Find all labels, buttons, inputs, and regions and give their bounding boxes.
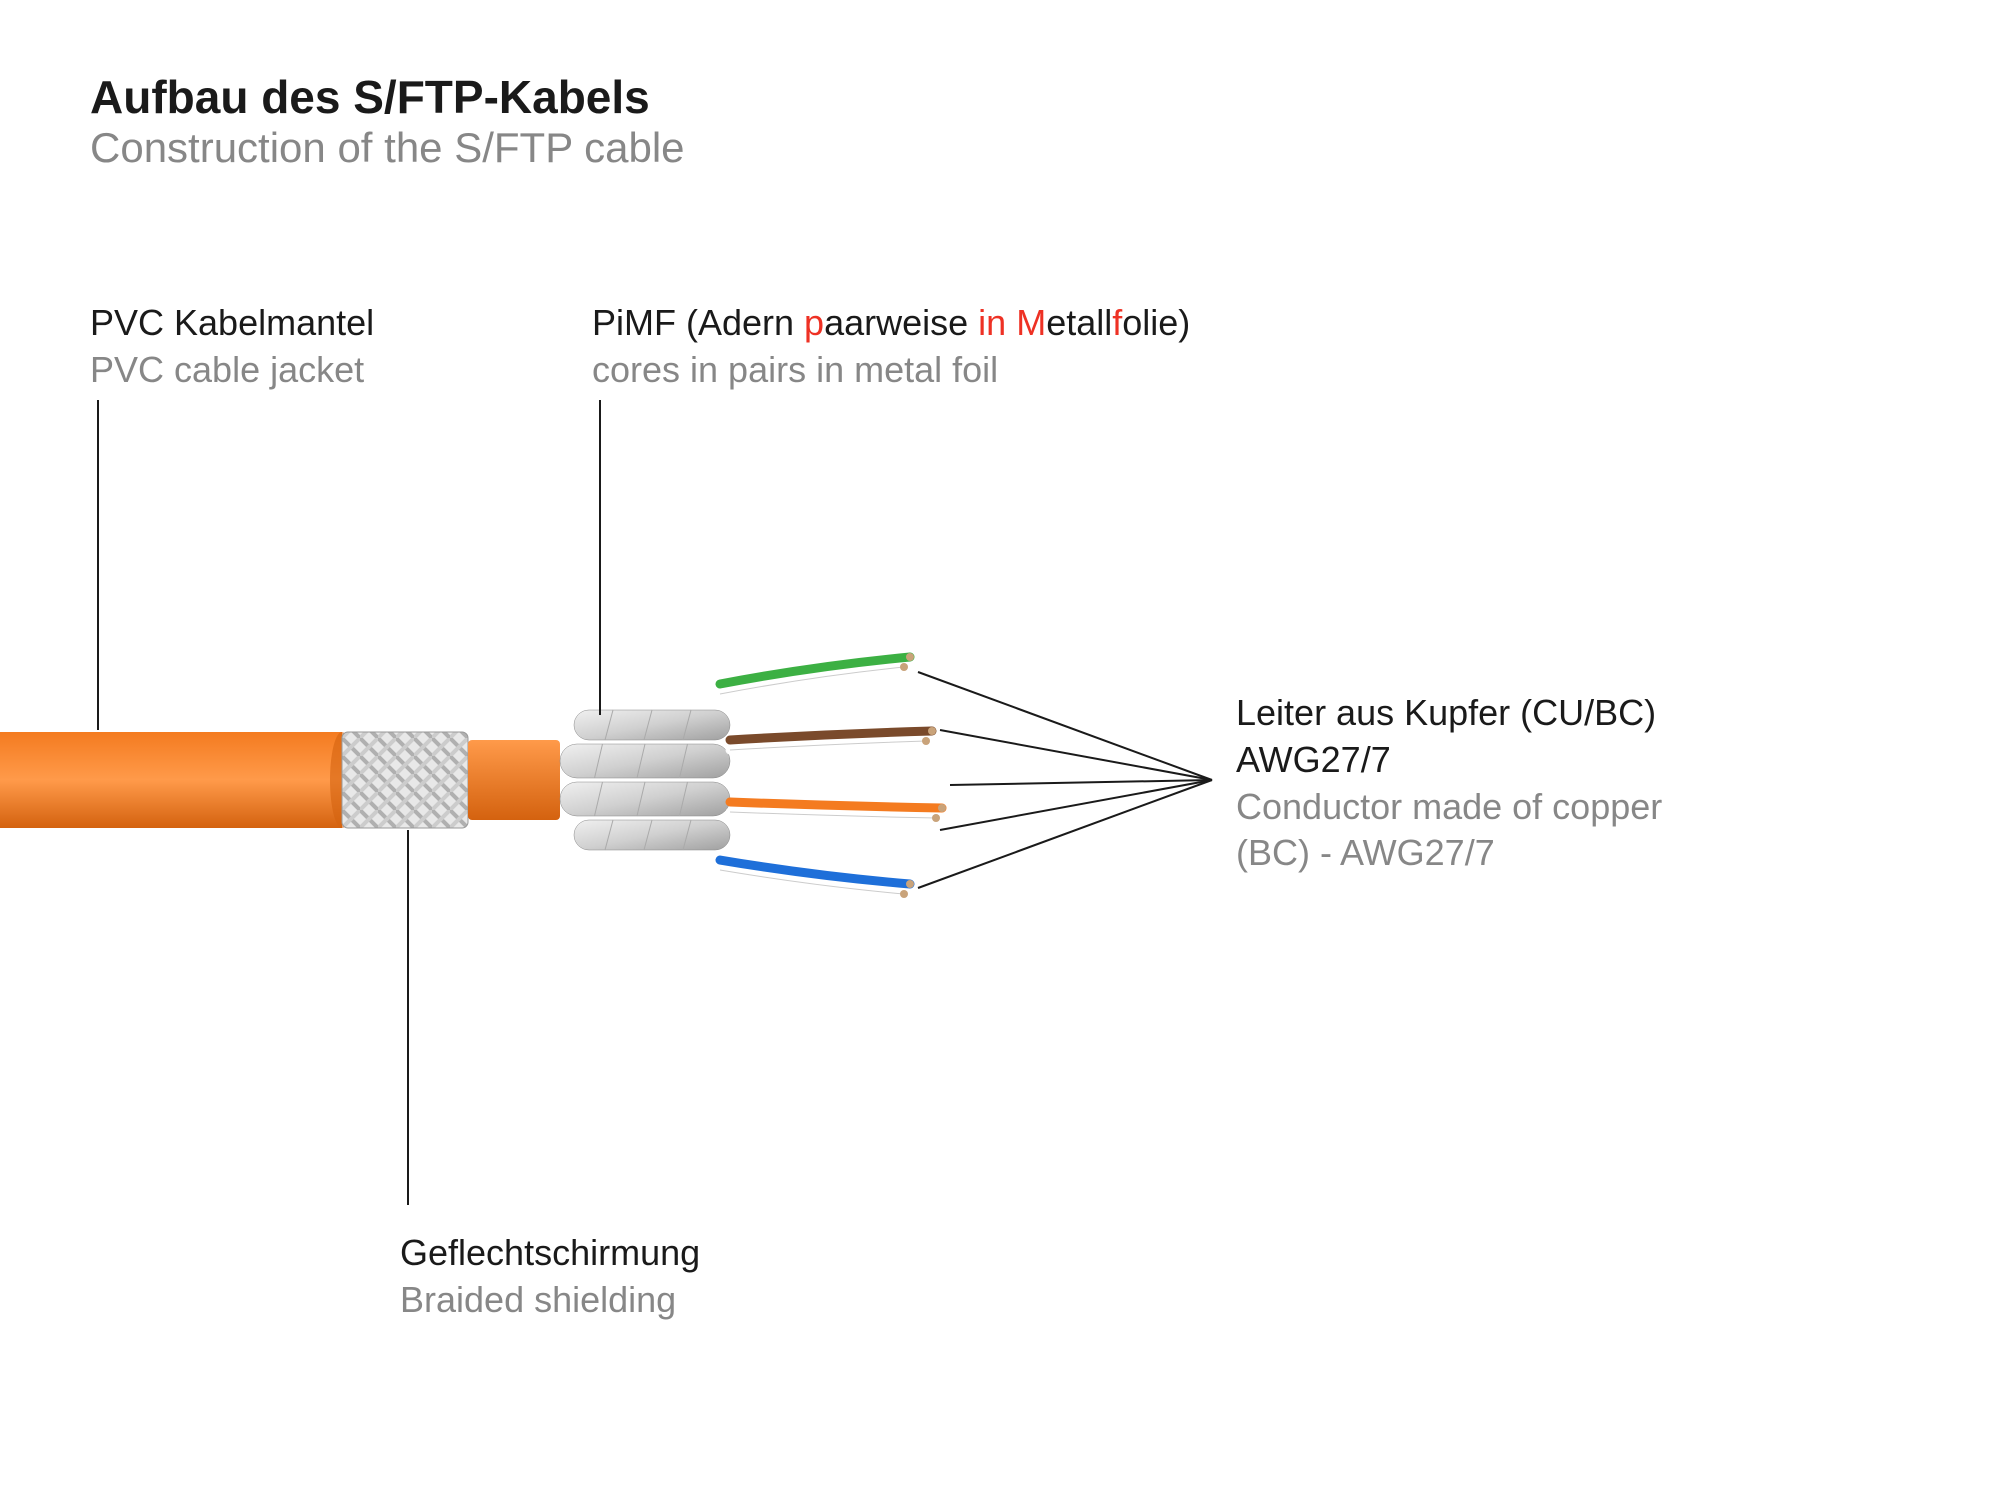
label-conductor-de2: AWG27/7 bbox=[1236, 737, 1662, 784]
t: etall bbox=[1046, 302, 1112, 343]
label-conductor-en1: Conductor made of copper bbox=[1236, 784, 1662, 831]
t bbox=[1006, 302, 1016, 343]
label-pimf: PiMF (Adern paarweise in Metallfolie) co… bbox=[592, 300, 1190, 394]
label-pimf-de: PiMF (Adern paarweise in Metallfolie) bbox=[592, 300, 1190, 347]
title-de: Aufbau des S/FTP-Kabels bbox=[90, 70, 685, 124]
hl-in: in bbox=[978, 302, 1006, 343]
hl-f: f bbox=[1112, 302, 1122, 343]
label-braid-en: Braided shielding bbox=[400, 1277, 700, 1324]
hl-p: p bbox=[804, 302, 824, 343]
cable-diagram bbox=[0, 0, 2000, 1500]
hl-M: M bbox=[1016, 302, 1046, 343]
label-conductor-de1: Leiter aus Kupfer (CU/BC) bbox=[1236, 690, 1662, 737]
title-en: Construction of the S/FTP cable bbox=[90, 124, 685, 172]
label-jacket-de: PVC Kabelmantel bbox=[90, 300, 374, 347]
t: olie) bbox=[1122, 302, 1190, 343]
label-conductor-en2: (BC) - AWG27/7 bbox=[1236, 830, 1662, 877]
label-jacket-en: PVC cable jacket bbox=[90, 347, 374, 394]
label-braid-de: Geflechtschirmung bbox=[400, 1230, 700, 1277]
title-block: Aufbau des S/FTP-Kabels Construction of … bbox=[90, 70, 685, 172]
label-jacket: PVC Kabelmantel PVC cable jacket bbox=[90, 300, 374, 394]
t: PiMF (Adern bbox=[592, 302, 804, 343]
label-braid: Geflechtschirmung Braided shielding bbox=[400, 1230, 700, 1324]
t: aarweise bbox=[824, 302, 978, 343]
label-pimf-en: cores in pairs in metal foil bbox=[592, 347, 1190, 394]
label-conductor: Leiter aus Kupfer (CU/BC) AWG27/7 Conduc… bbox=[1236, 690, 1662, 877]
